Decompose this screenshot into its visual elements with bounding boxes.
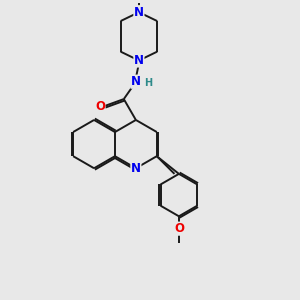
Text: N: N (131, 162, 141, 175)
Text: O: O (174, 222, 184, 235)
Text: N: N (134, 6, 144, 19)
Text: N: N (131, 75, 141, 88)
Text: O: O (95, 100, 105, 112)
Text: N: N (134, 54, 144, 67)
Text: H: H (144, 78, 152, 88)
